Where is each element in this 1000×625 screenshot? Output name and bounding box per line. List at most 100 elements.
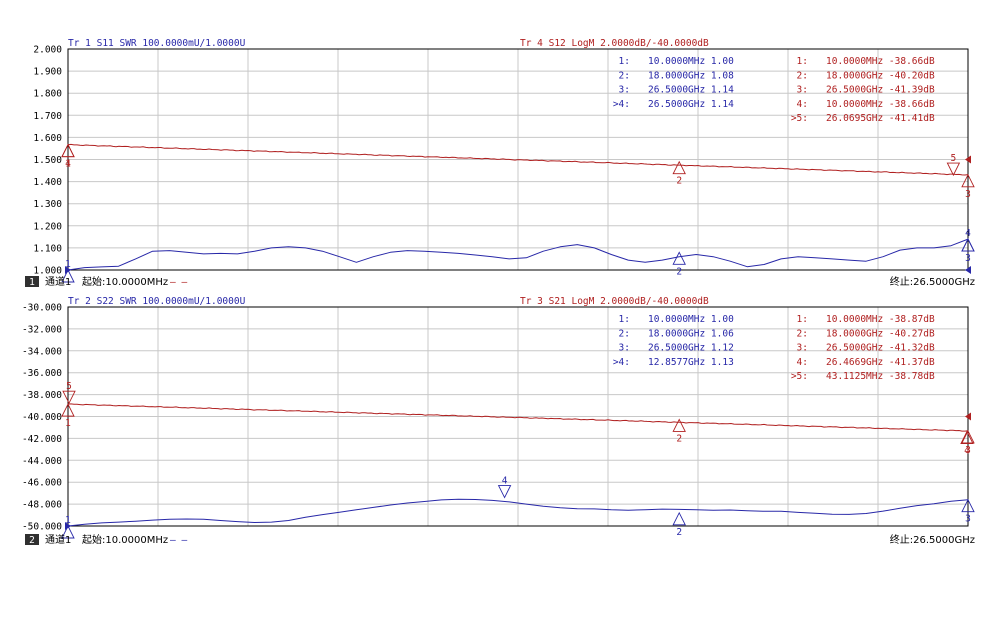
- trace-legend-dash: — —: [170, 535, 187, 546]
- marker-triangle[interactable]: [946, 162, 961, 177]
- marker-label: 1: [65, 259, 71, 270]
- trace-line: [67, 238, 969, 271]
- marker-table-index: 2:: [797, 328, 808, 339]
- reference-pointer-icon: [965, 266, 971, 274]
- grid: [68, 49, 968, 270]
- y-tick-label: 1.500: [33, 155, 62, 166]
- y-tick-label: 1.600: [33, 133, 62, 144]
- marker-table-index: 1:: [797, 56, 808, 67]
- trace-line: [67, 143, 969, 176]
- marker-table-index: >5:: [791, 113, 808, 124]
- marker-table-value: 10.0000MHz -38.66dB: [826, 56, 935, 67]
- marker-table-index: >5:: [791, 371, 808, 382]
- marker-triangle[interactable]: [960, 430, 974, 444]
- y-tick-label: 2.000: [33, 45, 62, 56]
- marker-label: 4: [502, 476, 508, 487]
- marker-table-index: 2:: [619, 328, 630, 339]
- marker-table-index: 2:: [797, 70, 808, 81]
- marker-table-value: 18.0000GHz 1.06: [648, 328, 734, 339]
- trace-header: Tr 4 S12 LogM 2.0000dB/-40.0000dB: [520, 38, 709, 49]
- trace-header: Tr 2 S22 SWR 100.0000mU/1.0000U: [68, 296, 246, 307]
- trace-header: Tr 1 S11 SWR 100.0000mU/1.0000U: [68, 38, 246, 49]
- marker-table-index: 3:: [619, 85, 630, 96]
- marker-triangle[interactable]: [672, 418, 686, 432]
- marker-label: 3: [965, 189, 971, 200]
- marker-triangle[interactable]: [61, 524, 75, 539]
- marker-label: 2: [676, 527, 682, 538]
- marker-triangle[interactable]: [961, 429, 975, 444]
- channel-label: 通道1: [45, 275, 71, 288]
- marker-table-value: 12.8577GHz 1.13: [648, 357, 734, 368]
- y-tick-label: -40.000: [22, 412, 62, 423]
- marker-label: 2: [676, 433, 682, 444]
- channel-panel-1: 2.000 1.900 1.800 1.700 1.600 1.500 1.400 1.300…: [25, 38, 975, 288]
- marker-triangle[interactable]: [672, 251, 686, 265]
- channel-badge[interactable]: [25, 534, 39, 545]
- channel-panel-2: -30.000 -32.000 -34.000 -36.000 -38.000 -40.0…: [22, 296, 975, 546]
- reference-pointer-icon: [965, 155, 971, 164]
- marker-table-value: 18.0000GHz -40.27dB: [826, 328, 935, 339]
- trace-header: Tr 3 S21 LogM 2.0000dB/-40.0000dB: [520, 296, 709, 307]
- marker-table-index: 4:: [797, 357, 808, 368]
- y-tick-label: 1.200: [33, 221, 62, 232]
- marker-triangle[interactable]: [961, 173, 975, 188]
- marker-table-value: 26.5000GHz 1.14: [648, 99, 734, 110]
- marker-triangle[interactable]: [672, 511, 686, 526]
- marker-table-index: >4:: [613, 99, 630, 110]
- marker-table-value: 10.0000MHz 1.00: [648, 56, 734, 67]
- y-tick-label: -38.000: [22, 390, 62, 401]
- trace-line: [67, 403, 969, 432]
- marker-label: 4: [965, 228, 971, 239]
- trace-2: Tr 3 S21 LogM 2.0000dB/-40.0000dB 1 2 34 5 1:…: [61, 296, 975, 457]
- marker-table-index: 1:: [619, 56, 630, 67]
- marker-table-value: 26.5000GHz 1.14: [648, 85, 734, 96]
- y-tick-label: 1.800: [33, 89, 62, 100]
- y-tick-label: -42.000: [22, 434, 62, 445]
- y-tick-label: 1.400: [33, 177, 62, 188]
- y-tick-label: -50.000: [22, 522, 62, 533]
- marker-triangle[interactable]: [62, 390, 76, 405]
- marker-label: 3: [965, 253, 971, 264]
- marker-triangle[interactable]: [672, 160, 686, 175]
- trace-line: [67, 498, 969, 527]
- marker-table-value: 10.0000MHz -38.87dB: [826, 314, 935, 325]
- marker-table-value: 26.4669GHz -41.37dB: [826, 357, 935, 368]
- marker-table-value: 26.5000GHz -41.39dB: [826, 85, 935, 96]
- reference-pointer-icon: [65, 266, 71, 274]
- marker-label: 5: [66, 381, 72, 392]
- start-frequency-label: 起始:10.0000MHz: [82, 533, 168, 546]
- trace-1: Tr 1 S11 SWR 100.0000mU/1.0000U 1 2 3 4 1: 10.…: [61, 38, 975, 283]
- channel-footer: 1 通道1 起始:10.0000MHz — — 终止:26.5000GHz: [25, 275, 975, 288]
- y-tick-label: -32.000: [22, 324, 62, 335]
- marker-triangle[interactable]: [61, 403, 75, 417]
- marker-table-index: 2:: [619, 70, 630, 81]
- marker-table-value: 43.1125MHz -38.78dB: [826, 371, 935, 382]
- marker-triangle[interactable]: [61, 143, 75, 158]
- channel-footer: 2 通道1 起始:10.0000MHz — — 终止:26.5000GHz: [25, 533, 975, 546]
- stop-frequency-label: 终止:26.5000GHz: [890, 275, 975, 288]
- y-tick-label: -44.000: [22, 456, 62, 467]
- marker-label: 3: [965, 445, 971, 456]
- y-tick-label: 1.000: [33, 266, 62, 277]
- channel-badge[interactable]: [25, 276, 39, 287]
- marker-label: 4: [65, 159, 71, 170]
- marker-table-value: 26.5000GHz 1.12: [648, 343, 734, 354]
- y-tick-label: 1.300: [33, 199, 62, 210]
- marker-table-index: 3:: [797, 343, 808, 354]
- marker-table-index: 3:: [619, 343, 630, 354]
- y-tick-label: 1.700: [33, 111, 62, 122]
- marker-triangle[interactable]: [497, 485, 512, 499]
- marker-triangle[interactable]: [961, 498, 975, 513]
- marker-label: 2: [676, 266, 682, 277]
- marker-label: 3: [965, 514, 971, 525]
- marker-table-value: 10.0000MHz 1.00: [648, 314, 734, 325]
- channel-badge-number: 1: [29, 277, 35, 288]
- marker-table-value: 26.0695GHz -41.41dB: [826, 113, 935, 124]
- marker-table-index: >4:: [613, 357, 630, 368]
- marker-triangle[interactable]: [61, 268, 75, 283]
- reference-pointer-icon: [965, 412, 971, 421]
- channel-badge-number: 2: [29, 535, 35, 546]
- marker-label: 5: [951, 153, 957, 164]
- marker-triangle[interactable]: [961, 238, 975, 252]
